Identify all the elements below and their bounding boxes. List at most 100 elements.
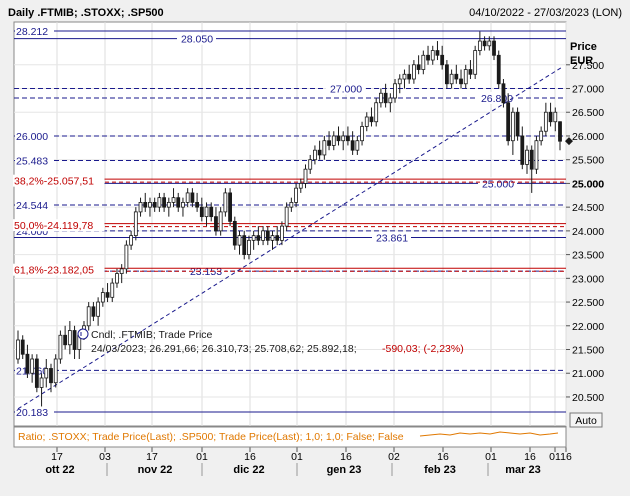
candle-body [223, 192, 228, 213]
x-tick-label: 02 [388, 451, 400, 463]
candle-body [444, 64, 449, 85]
candle-body [218, 211, 223, 232]
x-month-label: ott 22 [45, 464, 74, 476]
candle-body [506, 102, 511, 142]
auto-scale-button[interactable] [569, 412, 603, 428]
candle-body [275, 235, 280, 241]
candle-body [454, 73, 459, 80]
candle-body [49, 368, 53, 384]
candle-body [166, 202, 171, 208]
y-tick-label: 25.500 [572, 155, 604, 167]
price-level-label: 23.153 [190, 266, 222, 278]
candle-body [355, 140, 360, 151]
price-level-label-bg [15, 154, 54, 167]
candle-body [360, 126, 364, 142]
price-level-label: 26.000 [16, 131, 48, 143]
candle-body [487, 40, 492, 47]
candle-body [468, 69, 473, 75]
trendline [17, 66, 563, 410]
candle-body [124, 244, 129, 270]
candle-body [459, 78, 463, 85]
y-tick-label: 22.500 [572, 297, 604, 309]
candle-body [199, 206, 204, 218]
price-level-label-bg [177, 32, 216, 45]
candle-body [449, 73, 454, 85]
candle-body [411, 64, 416, 80]
price-level-label: 24.544 [16, 200, 48, 212]
x-month-label: mar 23 [505, 464, 540, 476]
candle-body [171, 197, 176, 203]
candle-body [100, 292, 105, 303]
candle-body [228, 192, 232, 222]
candle-body [157, 197, 162, 208]
y-axis: 27.500 27.000 26.500 26.000 25.500 25.000 24.5… [565, 60, 604, 404]
candle-body [534, 140, 539, 170]
legend-ohlc: 24/03/2023; 26.291,66; 26.310,73; 25.708… [91, 343, 357, 355]
y-tick-label: 24.000 [572, 226, 604, 238]
candle-body [251, 235, 256, 241]
candle-body [133, 211, 138, 237]
price-level-label-bg [326, 82, 365, 95]
candle-body [298, 183, 303, 189]
candle-body [58, 334, 63, 360]
candle-body [67, 330, 72, 346]
y-tick-label: 26.000 [572, 131, 604, 143]
legend-series-label: Cndl; .FTMIB; Trade Price [91, 329, 213, 341]
price-level-label-bg [478, 177, 517, 190]
candle-body [242, 235, 247, 255]
candle-body [280, 225, 284, 241]
candle-body [209, 206, 214, 218]
y-tick-label: 24.500 [572, 202, 604, 214]
candle-body [261, 230, 265, 241]
candle-body [308, 159, 313, 170]
candle-body [91, 306, 96, 317]
price-level-label: 27.000 [330, 84, 362, 96]
y-tick-label: 25.000 [572, 178, 604, 190]
candle-body [313, 149, 317, 161]
candle-body [421, 54, 426, 70]
candle-body [214, 216, 218, 232]
candle-body [63, 334, 68, 346]
x-tick-label: 16 [560, 451, 572, 463]
y-tick-label: 20.500 [572, 392, 604, 404]
price-level-label-bg [15, 364, 54, 377]
candle-body [289, 202, 294, 208]
candle-body [162, 197, 167, 208]
candle-body [317, 149, 322, 156]
x-tick-label: 16 [340, 451, 352, 463]
date-range: 04/10/2022 - 27/03/2023 (LON) [469, 7, 622, 19]
candle-body [336, 135, 341, 142]
candle-body [496, 54, 501, 85]
y-tick-label: 23.500 [572, 250, 604, 262]
candle-body [374, 102, 379, 123]
candles-layer [16, 31, 562, 407]
candle-body [16, 339, 20, 360]
candle-body [379, 92, 383, 104]
candle-body [284, 206, 289, 227]
candle-body [341, 135, 346, 142]
x-tick-label: 01 [485, 451, 497, 463]
chart-title: Daily .FTMIB; .STOXX; .SP500 [8, 7, 164, 19]
candle-body [30, 358, 35, 374]
ratio-panel[interactable] [13, 426, 567, 448]
candle-icon[interactable] [77, 328, 89, 340]
x-tick-label: 17 [51, 451, 63, 463]
x-tick-label: 16 [437, 451, 449, 463]
candle-body [430, 50, 435, 61]
candle-body [176, 197, 181, 208]
candle-body [553, 111, 558, 123]
candle-body [181, 202, 185, 208]
candle-body [322, 140, 327, 156]
candle-body [350, 140, 355, 151]
candle-body [383, 92, 388, 104]
candle-body [44, 368, 49, 379]
candle-body [397, 78, 402, 85]
candle-body [294, 187, 298, 203]
ratio-series-line [419, 431, 559, 437]
candle-body [416, 64, 421, 70]
candle-body [256, 235, 261, 241]
x-month-label: nov 22 [138, 464, 173, 476]
candle-body [119, 268, 124, 274]
x-tick-label: 01 [196, 451, 208, 463]
fib-level-label-bg [13, 263, 105, 276]
